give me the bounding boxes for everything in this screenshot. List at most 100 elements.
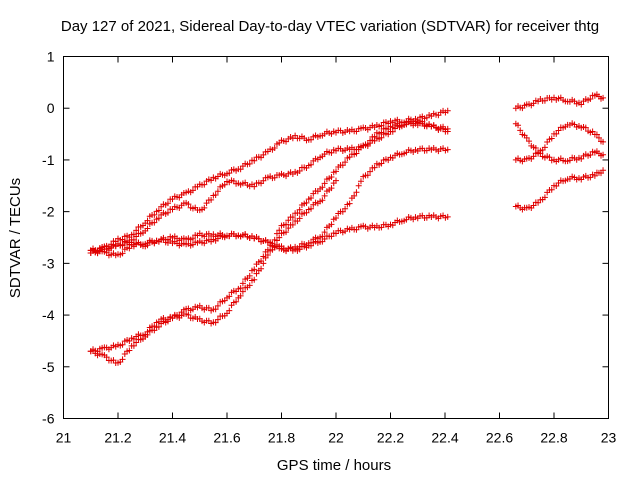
data-point [258, 265, 265, 272]
data-point [251, 266, 258, 273]
data-point [319, 197, 326, 204]
data-point [523, 134, 530, 141]
data-point [553, 183, 560, 190]
data-point [319, 233, 326, 240]
data-point [214, 188, 221, 195]
plot-frame [63, 56, 609, 419]
data-point [233, 298, 240, 305]
data-point [144, 331, 151, 338]
data-point [151, 211, 158, 218]
data-point [155, 323, 162, 330]
data-point [208, 196, 215, 203]
y-axis-ticks: 1 0 -1 -2 -3 -4 -5 -6 [42, 49, 609, 427]
data-point [378, 160, 385, 167]
data-point [600, 167, 607, 174]
data-point [308, 161, 315, 168]
data-point [600, 94, 607, 101]
data-point [548, 135, 555, 142]
data-point [593, 131, 600, 138]
data-point [296, 167, 303, 174]
data-point [530, 202, 537, 209]
data-point [246, 160, 253, 167]
data-point [212, 192, 219, 199]
data-point [103, 354, 110, 361]
data-point [296, 243, 303, 250]
data-point [144, 225, 151, 232]
data-point [285, 217, 292, 224]
data-point [237, 166, 244, 173]
data-point [260, 260, 267, 267]
data-point [271, 243, 278, 250]
data-point [164, 209, 171, 216]
x-tick-label: 21.4 [159, 430, 186, 446]
data-point [289, 214, 296, 221]
data-point [296, 215, 303, 222]
data-point [319, 184, 326, 191]
data-point [351, 192, 358, 199]
data-point [251, 183, 258, 190]
data-point [276, 234, 283, 241]
y-tick-label: 0 [47, 100, 55, 116]
data-point [214, 316, 221, 323]
data-point [119, 250, 126, 257]
y-tick-label: -5 [42, 359, 55, 375]
data-point [251, 276, 258, 283]
data-point [367, 168, 374, 175]
x-tick-label: 22.6 [486, 430, 513, 446]
y-tick-label: -4 [42, 307, 55, 323]
data-point [353, 150, 360, 157]
data-point [126, 347, 133, 354]
data-point [378, 122, 385, 129]
data-point [555, 127, 562, 134]
x-tick-label: 22.4 [431, 430, 458, 446]
data-point [321, 180, 328, 187]
y-tick-label: -1 [42, 152, 55, 168]
data-point [515, 122, 522, 129]
data-point [357, 178, 364, 185]
series-sat-j [512, 167, 607, 213]
data-point [155, 207, 162, 214]
series-sat-f [87, 177, 339, 367]
x-tick-label: 21 [56, 430, 72, 446]
series-sat-a [87, 107, 451, 257]
data-point [346, 200, 353, 207]
data-point [212, 306, 219, 313]
data-point [578, 101, 585, 108]
data-point [308, 205, 315, 212]
data-point [591, 172, 598, 179]
data-point [530, 153, 537, 160]
data-point [239, 288, 246, 295]
data-points [87, 91, 607, 367]
data-point [371, 164, 378, 171]
data-point [151, 219, 158, 226]
data-point [251, 157, 258, 164]
data-point [378, 129, 385, 136]
series-sat-h [512, 120, 607, 165]
data-point [541, 144, 548, 151]
data-point [333, 168, 339, 175]
data-point [526, 138, 533, 145]
data-point [126, 245, 133, 252]
y-tick-label: 1 [47, 49, 55, 65]
data-point [276, 227, 283, 234]
data-point [201, 204, 208, 211]
data-point [328, 221, 335, 228]
data-point [221, 181, 228, 188]
x-axis-label: GPS time / hours [277, 457, 391, 474]
data-point [541, 194, 548, 201]
data-point [269, 246, 276, 253]
data-point [294, 209, 301, 216]
data-point [155, 215, 162, 222]
data-point [264, 251, 271, 258]
data-point [133, 233, 140, 240]
data-point [303, 209, 310, 216]
series-sat-b [87, 118, 451, 257]
data-point [355, 182, 362, 189]
data-point [600, 151, 607, 158]
data-point [371, 133, 378, 140]
data-point [296, 206, 303, 213]
data-point [133, 339, 140, 346]
data-point [119, 356, 126, 363]
x-tick-label: 21.2 [104, 430, 131, 446]
